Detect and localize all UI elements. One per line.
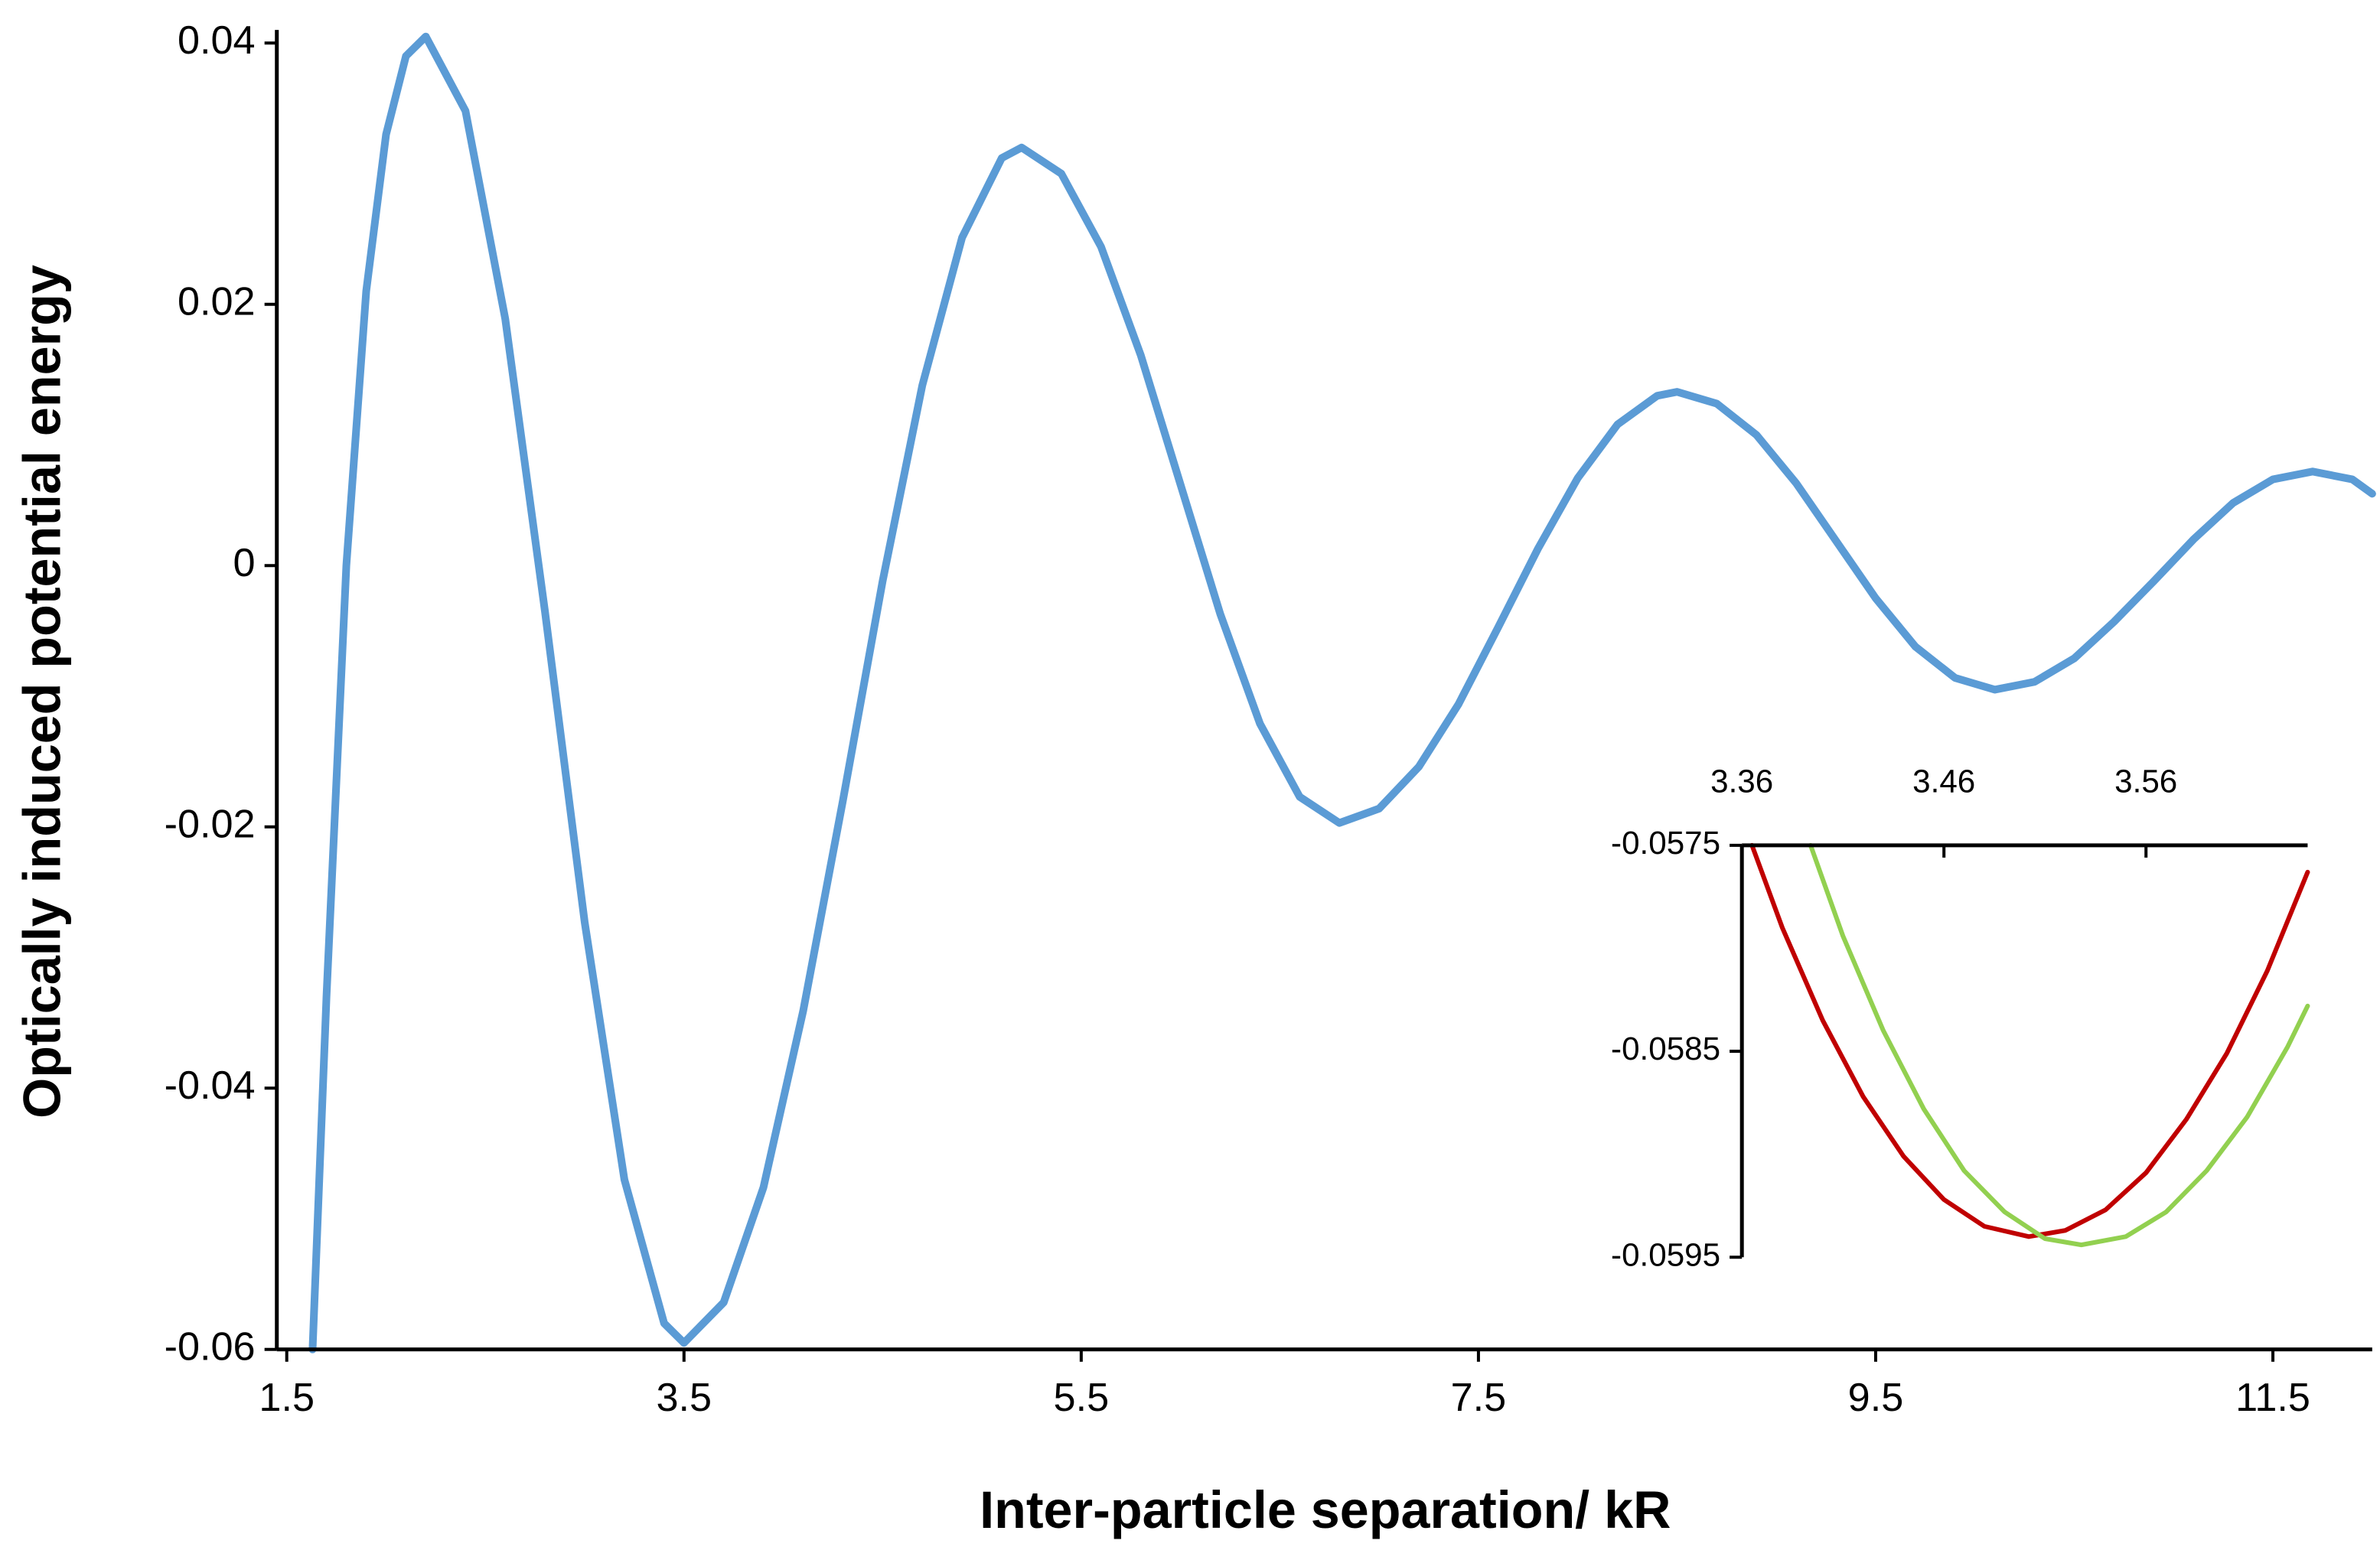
x-tick-label: 3.36 [1710, 764, 1773, 800]
data-line [1808, 842, 2310, 1248]
y-tick-label: -0.0595 [1611, 1236, 1720, 1272]
data-line [308, 32, 2376, 1353]
y-tick-label: -0.0585 [1611, 1031, 1720, 1067]
y-tick-label: 0.04 [178, 18, 256, 63]
y-tick-label: -0.04 [165, 1063, 256, 1108]
y-tick-label: 0.02 [178, 280, 256, 324]
y-axis-title: Optically induced potential energy [13, 265, 71, 1119]
x-tick-label: 11.5 [2235, 1376, 2310, 1420]
x-tick-label: 9.5 [1848, 1376, 1904, 1420]
x-axis-title: Inter-particle separation/ kR [980, 1481, 1671, 1539]
x-tick-label: 3.5 [656, 1376, 712, 1420]
data-line [1749, 842, 2310, 1239]
y-tick-label: 0 [233, 541, 256, 585]
x-tick-label: 3.46 [1912, 764, 1975, 800]
y-tick-label: -0.02 [165, 803, 256, 847]
x-tick-label: 1.5 [259, 1376, 315, 1420]
y-tick-label: -0.06 [165, 1325, 256, 1369]
x-tick-label: 7.5 [1451, 1376, 1507, 1420]
y-tick-label: -0.0575 [1611, 825, 1720, 861]
x-tick-label: 5.5 [1054, 1376, 1110, 1420]
x-tick-label: 3.56 [2114, 764, 2177, 800]
